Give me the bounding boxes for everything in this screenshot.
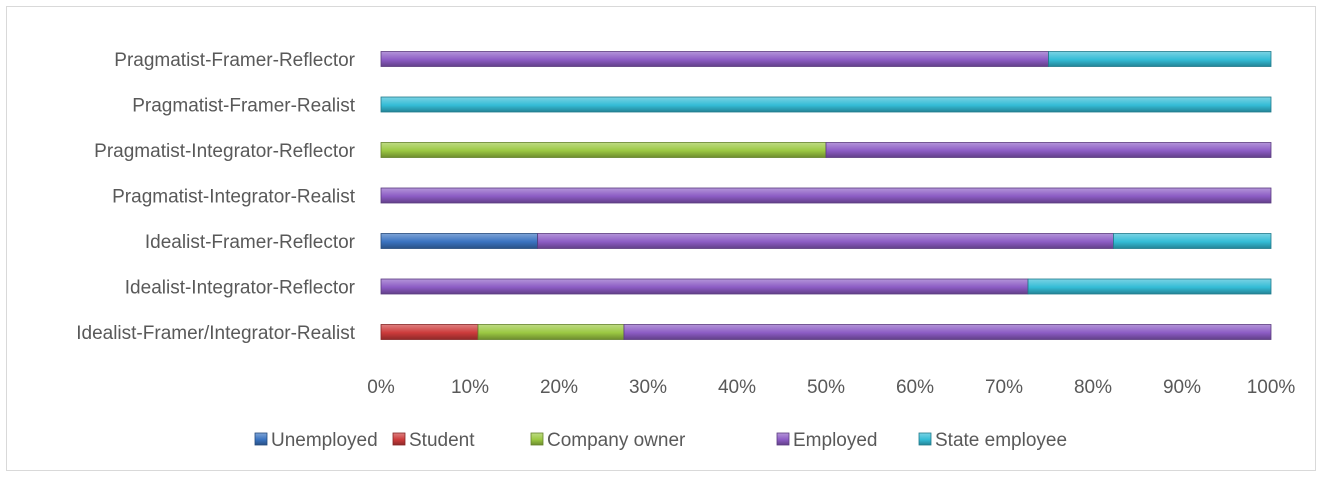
legend-label-state-employee: State employee	[935, 430, 1067, 451]
x-axis-ticks: 0% 10% 20% 30% 40% 50% 60% 70% 80% 90% 100%	[367, 377, 1295, 398]
bar-state-employee-pragmatist-framer-reflector	[1048, 51, 1272, 67]
bars-layer	[380, 51, 1272, 340]
legend: Unemployed Student Company owner Employed St…	[254, 430, 1067, 451]
x-tick-label-100: 100%	[1247, 377, 1296, 398]
category-label-idealist-framer-reflector: Idealist-Framer-Reflector	[145, 232, 356, 253]
bar-employed-idealist-framer-integrator-realist	[623, 324, 1272, 340]
bar-state-employee-idealist-integrator-reflector	[1027, 278, 1272, 295]
category-labels: Pragmatist-Framer-Reflector Pragmatist-Fr…	[76, 50, 355, 344]
legend-swatch-unemployed	[254, 432, 268, 446]
x-tick-label-40: 40%	[718, 377, 756, 398]
legend-label-unemployed: Unemployed	[271, 430, 378, 451]
x-tick-label-70: 70%	[985, 377, 1023, 398]
bar-state-employee-pragmatist-framer-realist	[380, 96, 1272, 113]
category-label-pragmatist-integrator-reflector: Pragmatist-Integrator-Reflector	[94, 141, 355, 162]
bar-employed-idealist-integrator-reflector	[380, 278, 1029, 295]
bar-employed-pragmatist-framer-reflector	[380, 51, 1049, 67]
bar-unemployed-idealist-framer-reflector	[380, 233, 539, 249]
legend-label-employed: Employed	[793, 430, 878, 451]
category-label-idealist-integrator-reflector: Idealist-Integrator-Reflector	[125, 278, 356, 299]
x-tick-label-90: 90%	[1163, 377, 1201, 398]
bar-state-employee-idealist-framer-reflector	[1113, 233, 1272, 249]
legend-swatch-student	[392, 432, 406, 446]
x-tick-label-0: 0%	[367, 377, 395, 398]
x-tick-label-60: 60%	[896, 377, 934, 398]
bar-company-owner-pragmatist-integrator-reflector	[380, 142, 827, 158]
category-label-idealist-framer-integrator-realist: Idealist-Framer/Integrator-Realist	[76, 323, 355, 344]
legend-swatch-company-owner	[530, 432, 544, 446]
x-tick-label-80: 80%	[1074, 377, 1112, 398]
legend-swatch-employed	[776, 432, 790, 446]
category-label-pragmatist-integrator-realist: Pragmatist-Integrator-Realist	[112, 187, 356, 208]
bar-employed-pragmatist-integrator-reflector	[825, 142, 1272, 158]
legend-swatch-state-employee	[918, 432, 932, 446]
bar-student-idealist-framer-integrator-realist	[380, 324, 479, 340]
x-tick-label-30: 30%	[629, 377, 667, 398]
x-tick-label-50: 50%	[807, 377, 845, 398]
bar-employed-pragmatist-integrator-realist	[380, 187, 1272, 204]
bar-company-owner-idealist-framer-integrator-realist	[477, 324, 625, 340]
x-tick-label-10: 10%	[451, 377, 489, 398]
category-label-pragmatist-framer-realist: Pragmatist-Framer-Realist	[132, 96, 355, 117]
category-label-pragmatist-framer-reflector: Pragmatist-Framer-Reflector	[114, 50, 355, 71]
bar-employed-idealist-framer-reflector	[537, 233, 1114, 249]
legend-label-student: Student	[409, 430, 475, 451]
x-tick-label-20: 20%	[540, 377, 578, 398]
legend-label-company-owner: Company owner	[547, 430, 686, 451]
